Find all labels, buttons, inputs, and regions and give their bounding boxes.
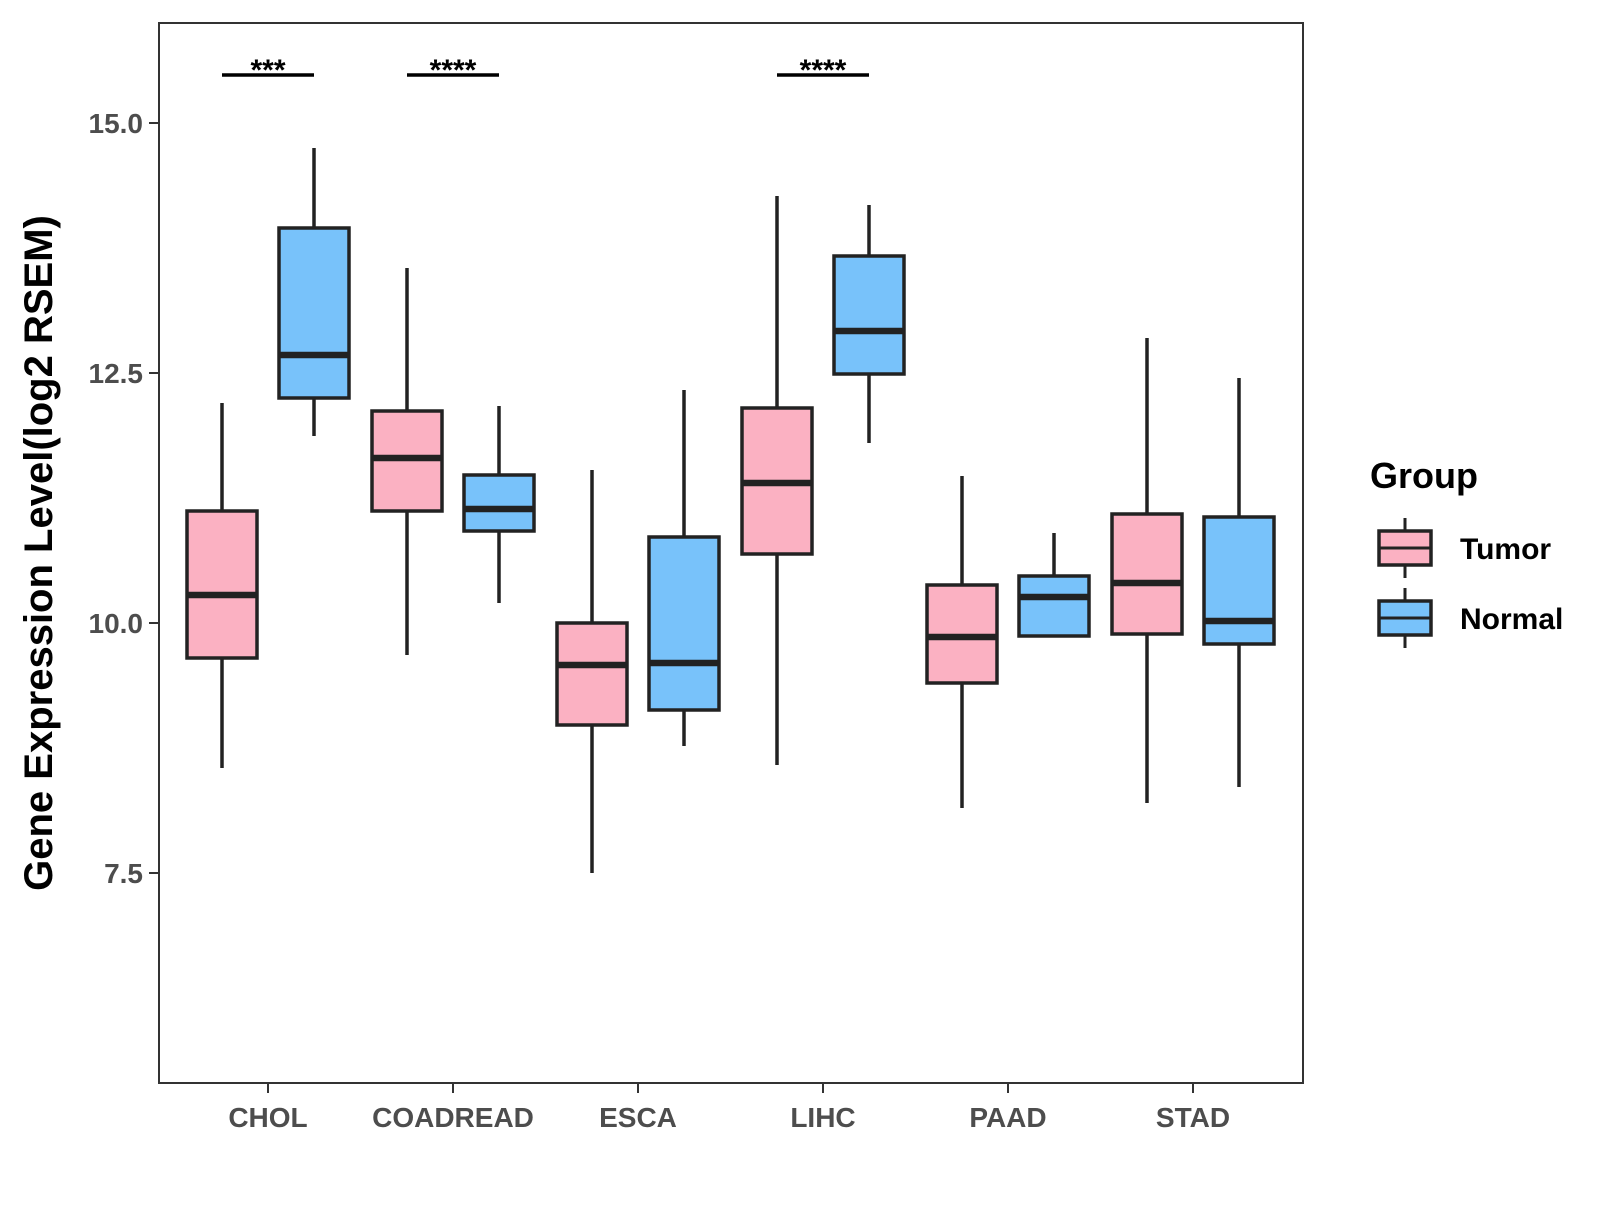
legend-label-normal: Normal <box>1460 603 1563 636</box>
box-tumor-stad <box>1110 338 1184 803</box>
box-normal-esca <box>647 390 721 746</box>
legend-key-tumor: Tumor <box>1377 518 1551 578</box>
significance-coadread: **** <box>407 54 499 87</box>
y-tick-label: 7.5 <box>104 858 143 889</box>
box-normal-coadread <box>462 406 536 603</box>
box-iqr <box>1202 515 1276 646</box>
legend: Group Tumor Normal <box>1370 455 1563 648</box>
box-tumor-chol <box>185 403 259 768</box>
box-iqr <box>647 535 721 712</box>
box-tumor-coadread <box>370 268 444 655</box>
x-tick-label: STAD <box>1156 1102 1230 1133</box>
x-tick-label: LIHC <box>790 1102 855 1133</box>
legend-keys: Tumor Normal <box>1377 518 1563 648</box>
axes: CHOL COADREAD ESCA LIHC PAAD STAD 7.5 10.0 12.5 1… <box>89 108 1231 1133</box>
box-tumor-lihc <box>740 196 814 765</box>
x-tick-label: COADREAD <box>372 1102 534 1133</box>
box-normal-paad <box>1017 533 1091 638</box>
box-iqr <box>185 509 259 660</box>
y-tick-label: 15.0 <box>89 108 144 139</box>
significance-label: *** <box>250 54 285 87</box>
box-iqr <box>555 621 629 727</box>
box-normal-chol <box>277 148 351 436</box>
legend-title: Group <box>1370 455 1478 496</box>
box-iqr <box>1110 512 1184 636</box>
box-tumor-esca <box>555 470 629 873</box>
significance-annotations: *** **** **** <box>222 54 869 87</box>
x-tick-label: CHOL <box>228 1102 307 1133</box>
significance-lihc: **** <box>777 54 869 87</box>
x-tick-label: ESCA <box>599 1102 677 1133</box>
box-iqr <box>462 473 536 533</box>
legend-label-tumor: Tumor <box>1460 533 1551 566</box>
box-tumor-paad <box>925 476 999 808</box>
significance-label: **** <box>430 54 477 87</box>
y-tick-label: 12.5 <box>89 358 144 389</box>
box-iqr <box>1017 574 1091 638</box>
legend-key-normal: Normal <box>1377 588 1563 648</box>
y-tick-label: 10.0 <box>89 608 144 639</box>
box-normal-lihc <box>832 205 906 443</box>
significance-chol: *** <box>222 54 314 87</box>
box-marks <box>185 148 1276 873</box>
box-iqr <box>832 254 906 376</box>
significance-label: **** <box>800 54 847 87</box>
box-normal-stad <box>1202 378 1276 787</box>
y-axis-title: Gene Expression Level(log2 RSEM) <box>17 215 61 891</box>
box-iqr <box>277 226 351 400</box>
x-tick-label: PAAD <box>969 1102 1046 1133</box>
